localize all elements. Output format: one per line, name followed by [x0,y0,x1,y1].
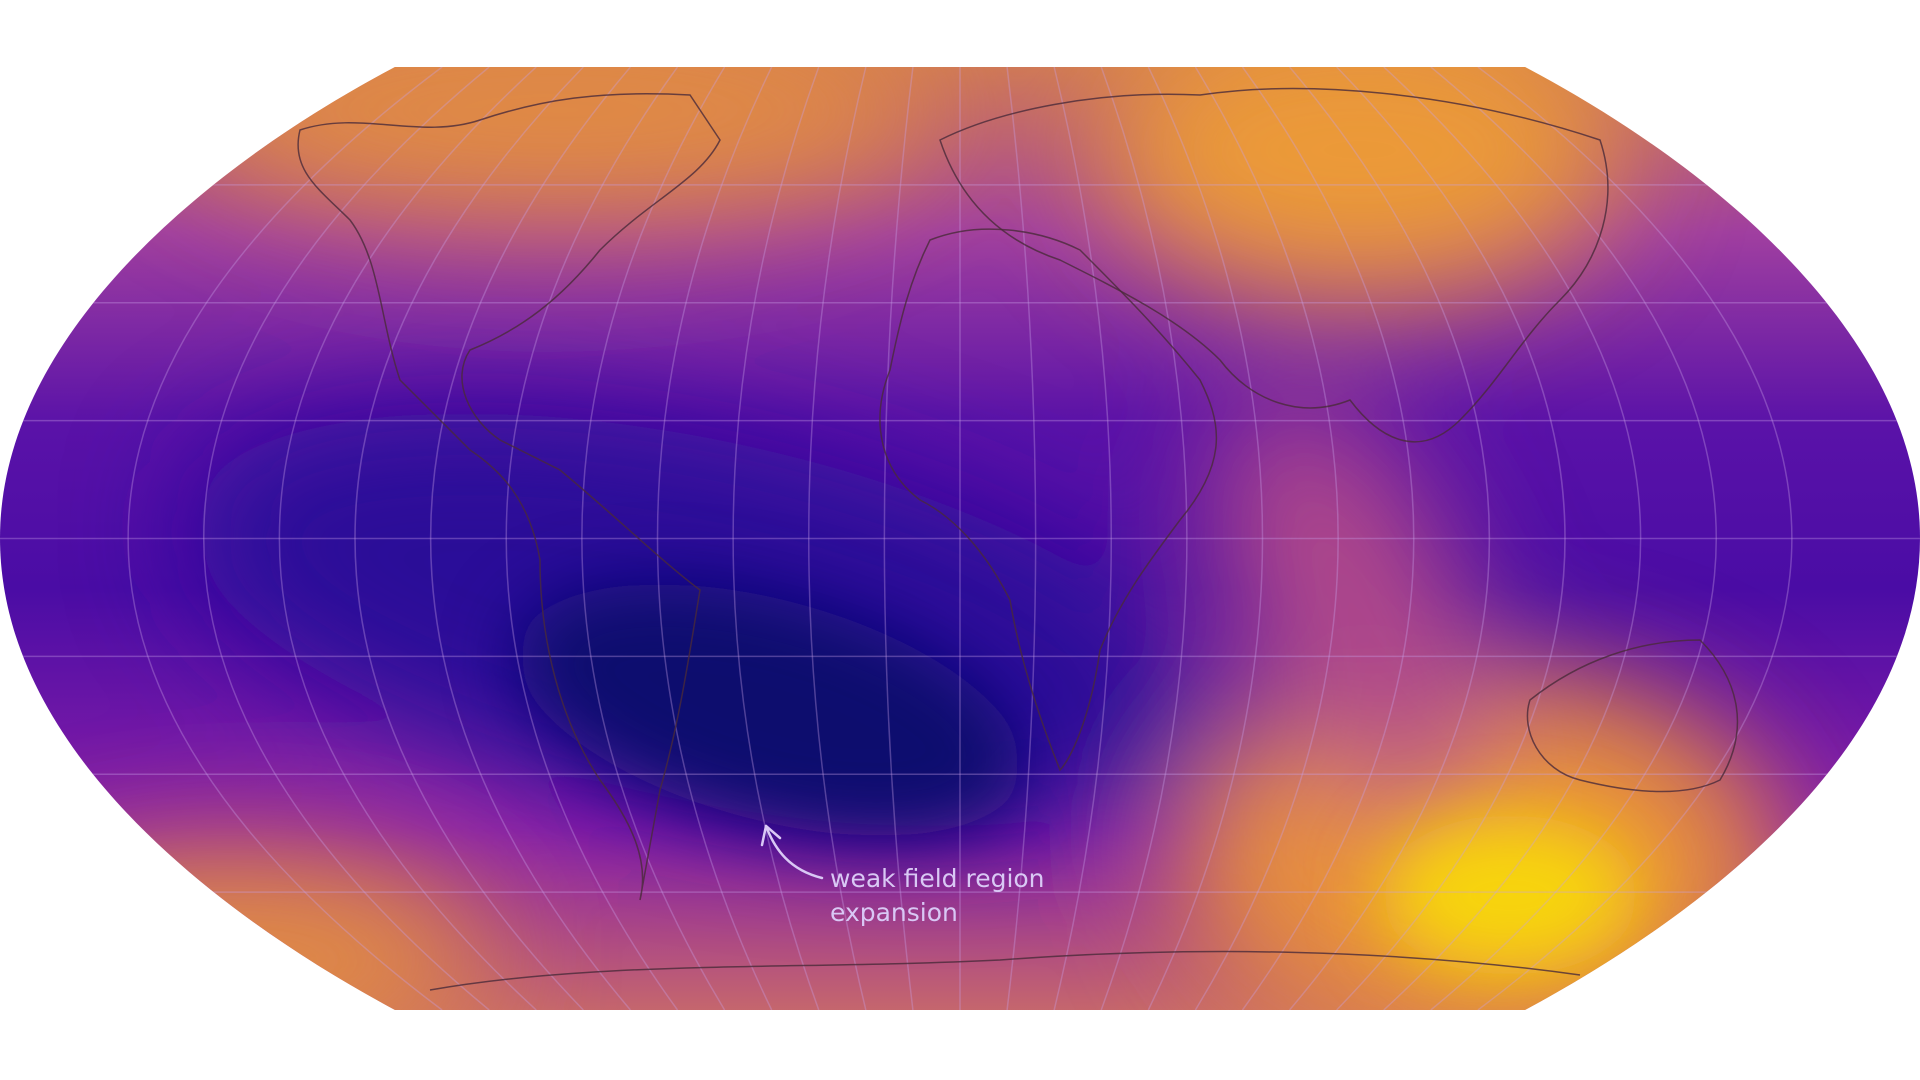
meridian-line [732,67,820,1010]
meridian-line [203,67,490,1010]
meridian-line [278,67,537,1010]
meridian-line [1477,67,1793,1010]
meridian-line [1100,67,1188,1010]
meridian-line [1053,67,1112,1010]
graticule [0,67,1920,1010]
meridian-line [1430,67,1717,1010]
meridian-line [1147,67,1264,1010]
meridian-line [1241,67,1415,1010]
meridian-line [505,67,679,1010]
annotation-line-1: weak field region [830,864,1045,893]
annotation-line-2: expansion [830,898,958,927]
pacific-band [1213,395,1487,805]
south-atlantic-anomaly [517,584,1023,836]
meridian-line [1289,67,1491,1010]
meridian-line [354,67,584,1010]
meridian-line [883,67,914,1010]
meridian-line [429,67,631,1010]
meridian-line [808,67,867,1010]
siberia-high [1100,67,1620,300]
weak-field-annotation: weak field region expansion [830,862,1045,930]
meridian-line [1006,67,1037,1010]
meridian-line [656,67,773,1010]
yellow-max [1380,815,1640,975]
annotation-arrow [760,824,824,880]
meridian-line [1336,67,1566,1010]
meridian-line [1194,67,1339,1010]
meridian-line [1383,67,1642,1010]
north-america-high [180,67,940,220]
meridian-line [127,67,443,1010]
coastlines [297,87,1739,991]
